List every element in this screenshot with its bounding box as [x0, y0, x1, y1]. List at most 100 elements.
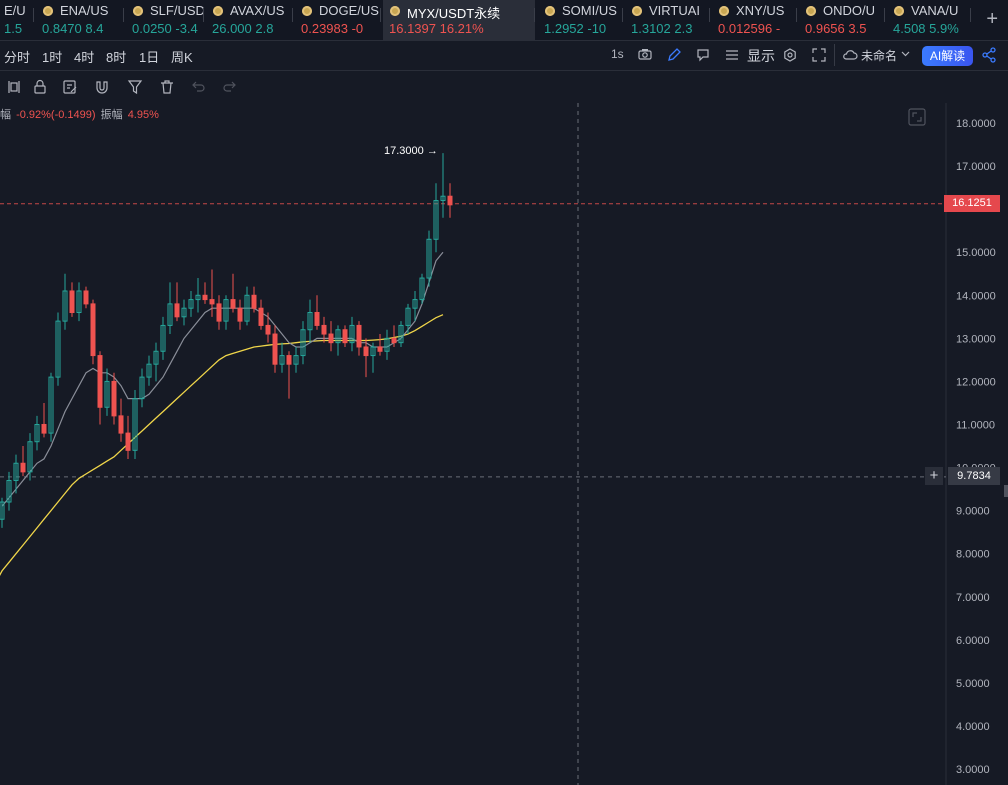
share-icon[interactable] [981, 47, 997, 63]
coin-icon [806, 6, 816, 16]
candle-body [20, 462, 26, 473]
candle-body [27, 441, 33, 473]
ticker-price: 1.5 [4, 21, 23, 36]
undo-icon[interactable] [190, 79, 206, 95]
price-axis-label: 5.0000 [956, 678, 990, 690]
candle-body [237, 307, 243, 322]
ticker-tab[interactable]: DOGE/US 0.23983 -0 [295, 0, 381, 40]
ticker-divider [534, 8, 535, 22]
ticker-symbol: XNY/US [736, 3, 785, 18]
coin-icon [632, 6, 642, 16]
ticker-tab[interactable]: SLF/USD 0.0250 -3.4 [126, 0, 204, 40]
candle-body [34, 423, 40, 443]
magnet-icon[interactable] [94, 79, 110, 95]
cloud-icon[interactable] [842, 49, 858, 61]
add-tab-button[interactable]: + [986, 8, 998, 30]
ticker-tab[interactable]: VIRTUAI 1.3102 2.3 [625, 0, 710, 40]
ticker-tab[interactable]: MYX/USDT永续 16.1397 16.21% [383, 0, 535, 40]
price-axis-label: 14.0000 [956, 290, 996, 302]
candle-body [398, 324, 404, 344]
candle-body [377, 346, 383, 352]
ticker-tab[interactable]: AVAX/US 26.000 2.8 [206, 0, 293, 40]
display-button[interactable]: 显示 [747, 48, 775, 64]
ticker-tab[interactable]: VANA/U 4.508 5.9% [887, 0, 971, 40]
ticker-symbol: DOGE/US [319, 3, 379, 18]
coin-icon [390, 6, 400, 16]
scroll-handle[interactable] [1004, 485, 1008, 497]
coin-icon [894, 6, 904, 16]
candle-body [76, 290, 82, 314]
chevron-down-icon[interactable] [901, 51, 910, 57]
price-axis-label: 12.0000 [956, 376, 996, 388]
price-axis-label: 8.0000 [956, 549, 990, 561]
mirror-icon[interactable] [6, 79, 22, 95]
interval-1d[interactable]: 1日 [139, 50, 160, 65]
candle-body [286, 355, 292, 365]
ticker-price: 0.9656 3.5 [805, 21, 867, 36]
candle-body [412, 299, 418, 309]
candle-body [41, 423, 47, 434]
candle-body [405, 307, 411, 326]
candle-body [167, 303, 173, 326]
price-axis-label: 11.0000 [956, 419, 995, 431]
edit-template-icon[interactable] [62, 79, 78, 95]
lock-icon[interactable] [32, 79, 48, 95]
interval-timeline[interactable]: 分时 [4, 50, 31, 65]
price-chart[interactable]: 18.0000 17.0000 15.0000 14.0000 13.0000 12.00… [0, 103, 1008, 785]
layout-name[interactable]: 未命名 [861, 49, 898, 63]
ticker-tab[interactable]: ONDO/U 0.9656 3.5 [799, 0, 885, 40]
candle-body [139, 376, 145, 400]
interval-8h[interactable]: 8时 [106, 50, 127, 65]
candle-body [125, 432, 131, 451]
coin-icon [133, 6, 143, 16]
ticker-symbol: VANA/U [911, 3, 959, 18]
candle-body [342, 329, 348, 344]
candle-body [13, 462, 19, 481]
candle-body [97, 355, 103, 408]
ticker-symbol: AVAX/US [230, 3, 285, 18]
candle-body [160, 324, 166, 352]
candle-body [244, 294, 250, 322]
settings-icon[interactable] [783, 48, 797, 62]
candle-body [391, 337, 397, 344]
ai-interpret-button[interactable]: AI解读 [922, 46, 973, 66]
annotate-icon[interactable] [696, 48, 710, 62]
ticker-tab[interactable]: E/U 1.5 [0, 0, 34, 40]
ticker-divider [203, 8, 204, 22]
candle-body [265, 324, 271, 335]
camera-icon[interactable] [638, 48, 652, 60]
add-alert-plus-icon[interactable]: + [925, 467, 943, 485]
candle-body [188, 299, 194, 309]
candle-body [363, 346, 369, 357]
ticker-price: 1.3102 2.3 [631, 21, 693, 36]
candle-body [174, 303, 180, 318]
indicator-list-icon[interactable] [725, 49, 739, 61]
expand-chart-icon[interactable] [908, 108, 926, 126]
ticker-tab[interactable]: XNY/US 0.012596 - [712, 0, 797, 40]
candle-body [440, 195, 446, 202]
drawing-toolbar [0, 71, 1008, 103]
pencil-icon[interactable] [667, 48, 681, 62]
redo-icon[interactable] [222, 79, 238, 95]
ticker-divider [970, 8, 971, 22]
coin-icon [43, 6, 53, 16]
price-axis-label: 4.0000 [956, 721, 990, 733]
candle-body [62, 290, 68, 322]
trash-icon[interactable] [159, 79, 175, 95]
ticker-tab[interactable]: ENA/US 0.8470 8.4 [36, 0, 124, 40]
interval-1w[interactable]: 周K [171, 50, 193, 65]
ma-slow-line [0, 314, 444, 576]
interval-4h[interactable]: 4时 [74, 50, 95, 65]
price-axis-label: 18.0000 [956, 118, 996, 130]
price-axis-label: 7.0000 [956, 592, 990, 604]
candle-body [181, 307, 187, 318]
fullscreen-icon[interactable] [812, 48, 826, 62]
candle-body [209, 299, 215, 305]
refresh-interval-button[interactable]: 1s [611, 47, 624, 61]
candle-body [48, 376, 54, 434]
chart-toolbar: 分时 1时 4时 8时 1日 周K 1s 显示 未命名 [0, 40, 1008, 71]
ticker-tab[interactable]: SOMI/US 1.2952 -10 [538, 0, 623, 40]
filter-icon[interactable] [127, 79, 143, 95]
interval-1h[interactable]: 1时 [42, 50, 63, 65]
ticker-symbol: E/U [4, 3, 26, 18]
